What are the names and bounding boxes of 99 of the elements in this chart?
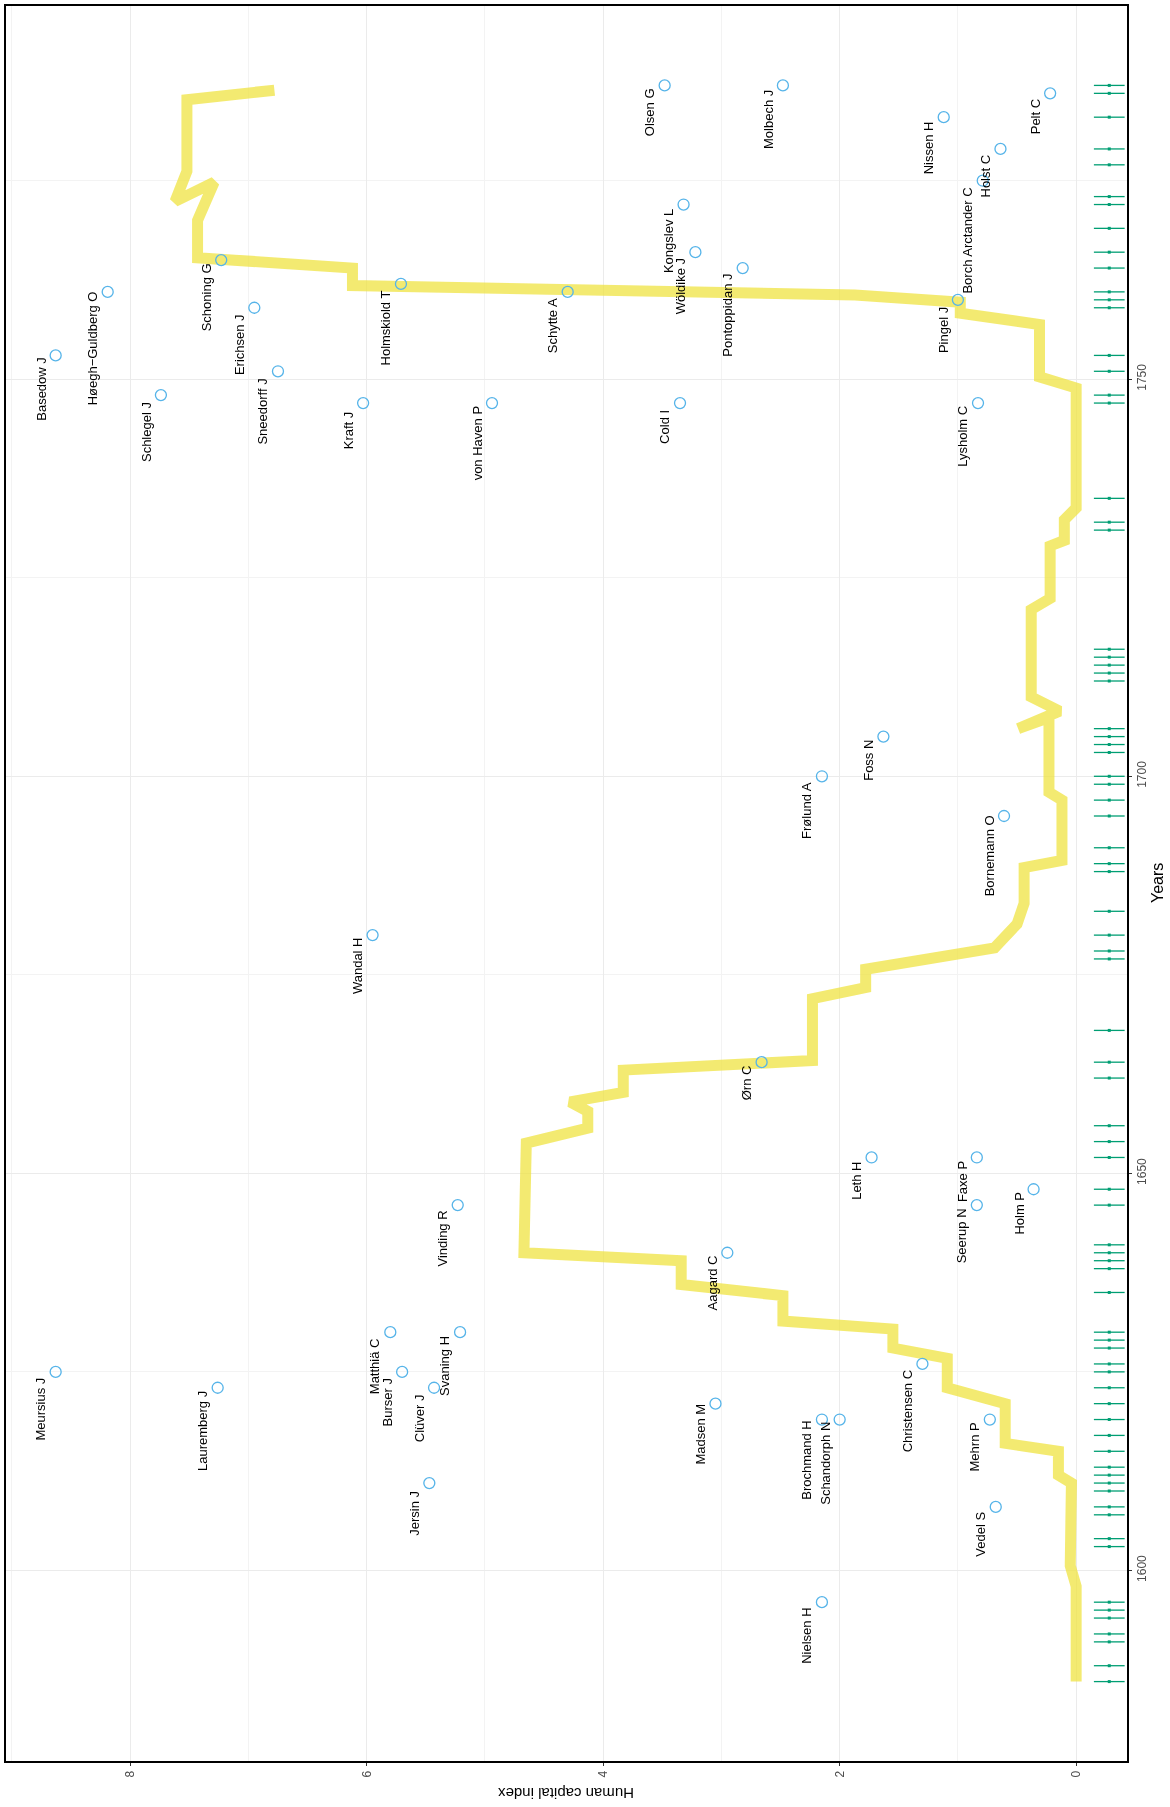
point xyxy=(815,770,829,783)
point xyxy=(776,79,790,92)
point xyxy=(983,1413,996,1426)
annotation: Schandorph N xyxy=(817,1421,833,1505)
point xyxy=(49,1365,62,1379)
annotation: Schytte A xyxy=(545,298,561,354)
point xyxy=(994,142,1007,156)
annotation: Schlegel J xyxy=(138,402,154,463)
point xyxy=(215,253,228,267)
annotation: Pingel J xyxy=(935,306,951,354)
annotation: Aagard C xyxy=(705,1255,721,1311)
point xyxy=(453,1326,467,1339)
annotation: Madsen M xyxy=(693,1403,709,1465)
annotation: Brochmand H xyxy=(799,1420,815,1500)
annotation: Sneedorff J xyxy=(255,378,271,445)
point xyxy=(721,1246,734,1259)
point xyxy=(677,198,690,211)
point xyxy=(561,285,574,299)
x-tick-label: 6 xyxy=(359,1770,374,1778)
point xyxy=(423,1476,436,1490)
annotation: Jersin J xyxy=(406,1490,422,1536)
point xyxy=(971,396,985,410)
annotation: Pontoppidan J xyxy=(719,273,735,357)
annotation: Mehrn P xyxy=(967,1422,983,1472)
annotation: Schoning G xyxy=(199,263,215,332)
annotation: Nielsen H xyxy=(799,1607,815,1664)
point xyxy=(916,1357,929,1371)
annotation: Vedel S xyxy=(972,1511,988,1557)
annotation: Holm P xyxy=(1011,1192,1027,1235)
annotation: Erichsen J xyxy=(231,314,247,376)
y-tick-label: 1650 xyxy=(1135,1157,1150,1185)
annotation: Pelt C xyxy=(1027,98,1043,135)
point xyxy=(101,285,114,299)
point xyxy=(709,1397,722,1410)
annotation: Foss N xyxy=(861,739,877,781)
point xyxy=(970,1198,983,1212)
point xyxy=(658,79,671,92)
y-tick-label: 1700 xyxy=(1135,760,1150,788)
point xyxy=(951,293,965,306)
point xyxy=(937,111,950,124)
x-tick-label: 4 xyxy=(596,1770,611,1778)
point xyxy=(815,1596,829,1609)
annotation: Seerup N xyxy=(954,1208,970,1264)
annotation: Frølund A xyxy=(798,782,814,839)
x-tick-label: 2 xyxy=(832,1770,847,1778)
annotation: Bornemann O xyxy=(981,815,997,897)
point xyxy=(356,396,370,410)
point xyxy=(1027,1183,1040,1196)
annotation: Christensen C xyxy=(899,1369,915,1453)
annotation: Faxe P xyxy=(954,1160,970,1203)
point xyxy=(755,1056,768,1069)
point xyxy=(877,730,890,743)
point xyxy=(427,1381,441,1394)
x-tick-label: 0 xyxy=(1069,1770,1084,1778)
point xyxy=(49,349,62,362)
annotation: Basedow J xyxy=(33,357,49,421)
annotation: Wandal H xyxy=(350,937,366,995)
annotation: Vinding R xyxy=(434,1210,450,1267)
point xyxy=(366,928,379,942)
annotation: Holst C xyxy=(978,154,994,198)
point xyxy=(211,1381,224,1394)
annotation: Molbech J xyxy=(760,89,776,150)
annotation: Høegh−Guldberg O xyxy=(85,291,101,406)
point xyxy=(865,1151,878,1164)
point xyxy=(736,261,749,275)
point xyxy=(689,246,702,259)
point xyxy=(384,1326,397,1339)
annotation: Clüver J xyxy=(411,1394,427,1443)
annotation: Borch Arctander C xyxy=(959,187,975,294)
annotation: Lysholm C xyxy=(955,405,971,467)
point xyxy=(154,388,168,402)
point xyxy=(248,301,261,314)
annotation: von Haven P xyxy=(469,405,485,481)
annotation: Cold I xyxy=(657,409,673,444)
annotation: Kraft J xyxy=(340,411,356,450)
y-axis-title: Years xyxy=(1149,862,1166,903)
point xyxy=(989,1500,1002,1514)
annotation: Meursius J xyxy=(32,1377,48,1441)
annotation: Lauremberg J xyxy=(195,1390,211,1472)
point xyxy=(1043,87,1057,100)
point xyxy=(271,365,285,378)
point xyxy=(395,1365,409,1379)
annotation: Leth H xyxy=(849,1161,865,1200)
x-axis-title: Human capital index xyxy=(497,1785,634,1802)
x-tick-label: 8 xyxy=(123,1770,138,1778)
annotation: Nissen H xyxy=(921,121,937,175)
annotation: Svaning H xyxy=(437,1335,453,1396)
point xyxy=(485,396,499,410)
point xyxy=(673,396,687,410)
annotation: Holmskiold T xyxy=(378,290,394,366)
point xyxy=(833,1413,846,1426)
y-tick-label: 1600 xyxy=(1135,1554,1150,1582)
point xyxy=(970,1151,983,1164)
annotation: Olsen G xyxy=(642,88,658,137)
point xyxy=(394,277,408,291)
point xyxy=(451,1198,464,1212)
y-tick-label: 1750 xyxy=(1135,363,1150,391)
annotation: Ørn C xyxy=(738,1065,754,1101)
point xyxy=(997,809,1011,823)
